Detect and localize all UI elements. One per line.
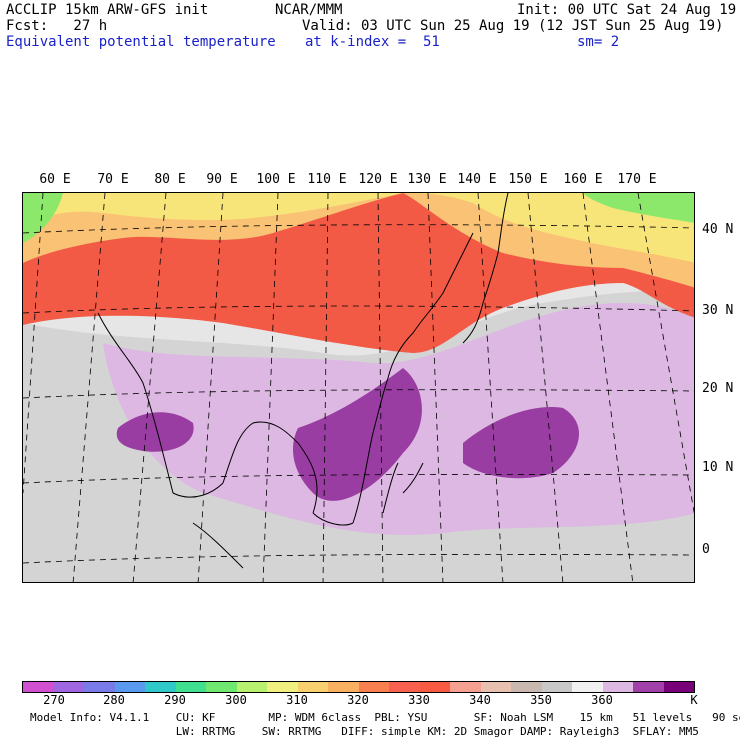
colorbar-tick: 320 (347, 693, 369, 707)
init-time: Init: 00 UTC Sat 24 Aug 19 (517, 2, 737, 18)
colorbar-tick: 340 (469, 693, 491, 707)
lon-label: 120 E (358, 172, 398, 187)
lat-label: 10 N (702, 460, 734, 475)
colorbar-swatch (297, 682, 328, 692)
colorbar-tick: 310 (286, 693, 308, 707)
model-info-line2: LW: RRTMG SW: RRTMG DIFF: simple KM: 2D … (30, 725, 699, 738)
colorbar-swatch (53, 682, 84, 692)
lon-label: 150 E (508, 172, 548, 187)
field-purple-core (116, 412, 194, 452)
meridian-line (637, 193, 694, 514)
colorbar-swatch (358, 682, 389, 692)
lon-label: 170 E (617, 172, 657, 187)
colorbar-swatch (114, 682, 145, 692)
lat-label: 20 N (702, 381, 734, 396)
colorbar-swatch (572, 682, 603, 692)
lat-label: 40 N (702, 222, 734, 237)
colorbar-swatch (236, 682, 267, 692)
colorbar-tick: 290 (164, 693, 186, 707)
colorbar-swatch (206, 682, 237, 692)
valid-time: Valid: 03 UTC Sun 25 Aug 19 (12 JST Sun … (302, 18, 724, 34)
parallel-line (23, 305, 694, 314)
colorbar-tick: 270 (43, 693, 65, 707)
colorbar-tick: 300 (225, 693, 247, 707)
lon-label: 140 E (457, 172, 497, 187)
level-label: at k-index = 51 (305, 34, 440, 50)
lon-label: 90 E (206, 172, 238, 187)
colorbar-unit: K (690, 693, 698, 707)
lon-label: 130 E (407, 172, 447, 187)
field-purple-core (463, 407, 580, 479)
colorbar-tick: 280 (103, 693, 125, 707)
lon-label: 60 E (39, 172, 71, 187)
lat-label: 0 (702, 542, 710, 557)
coastline (97, 312, 354, 526)
coastline-philippines (382, 462, 424, 514)
coastline-sumatra (192, 522, 244, 569)
colorbar-swatch (389, 682, 420, 692)
lon-label: 110 E (307, 172, 347, 187)
parallel-line (23, 473, 694, 484)
colorbar-swatch (511, 682, 542, 692)
forecast-hour: Fcst: 27 h (6, 18, 108, 34)
colorbar-swatch (84, 682, 115, 692)
field-yellow-band (23, 193, 694, 263)
field-name: Equivalent potential temperature (6, 34, 276, 50)
institution-label: NCAR/MMM (275, 2, 343, 18)
coastline-japan (462, 193, 509, 344)
colorbar-swatch (602, 682, 633, 692)
parallel-line (23, 224, 694, 234)
colorbar (22, 681, 695, 693)
lon-label: 100 E (256, 172, 296, 187)
colorbar-swatch (419, 682, 450, 692)
parallel-line (23, 553, 694, 564)
lon-label: 160 E (563, 172, 603, 187)
field-green-patch (583, 193, 694, 223)
lat-label: 30 N (702, 303, 734, 318)
colorbar-swatch (480, 682, 511, 692)
colorbar-swatch (328, 682, 359, 692)
field-purple-core (293, 368, 422, 501)
lon-label: 80 E (154, 172, 186, 187)
colorbar-swatch (175, 682, 206, 692)
graticule (23, 193, 694, 582)
model-info-line1: Model Info: V4.1.1 CU: KF MP: WDM 6class… (30, 711, 740, 724)
coastline (352, 232, 474, 524)
colorbar-swatch (267, 682, 298, 692)
colorbar-swatch (450, 682, 481, 692)
model-title: ACCLIP 15km ARW-GFS init (6, 2, 209, 18)
colorbar-swatch (541, 682, 572, 692)
map-field-svg (23, 193, 694, 582)
field-green-patch (23, 193, 63, 243)
theta-e-map (22, 192, 695, 583)
smoothing-label: sm= 2 (577, 34, 620, 50)
colorbar-swatch (23, 682, 54, 692)
parallel-line (23, 389, 694, 399)
colorbar-tick: 350 (530, 693, 552, 707)
colorbar-swatch (633, 682, 664, 692)
colorbar-tick: 360 (591, 693, 613, 707)
colorbar-swatch (663, 682, 694, 692)
colorbar-tick: 330 (408, 693, 430, 707)
lon-label: 70 E (97, 172, 129, 187)
colorbar-swatch (145, 682, 176, 692)
